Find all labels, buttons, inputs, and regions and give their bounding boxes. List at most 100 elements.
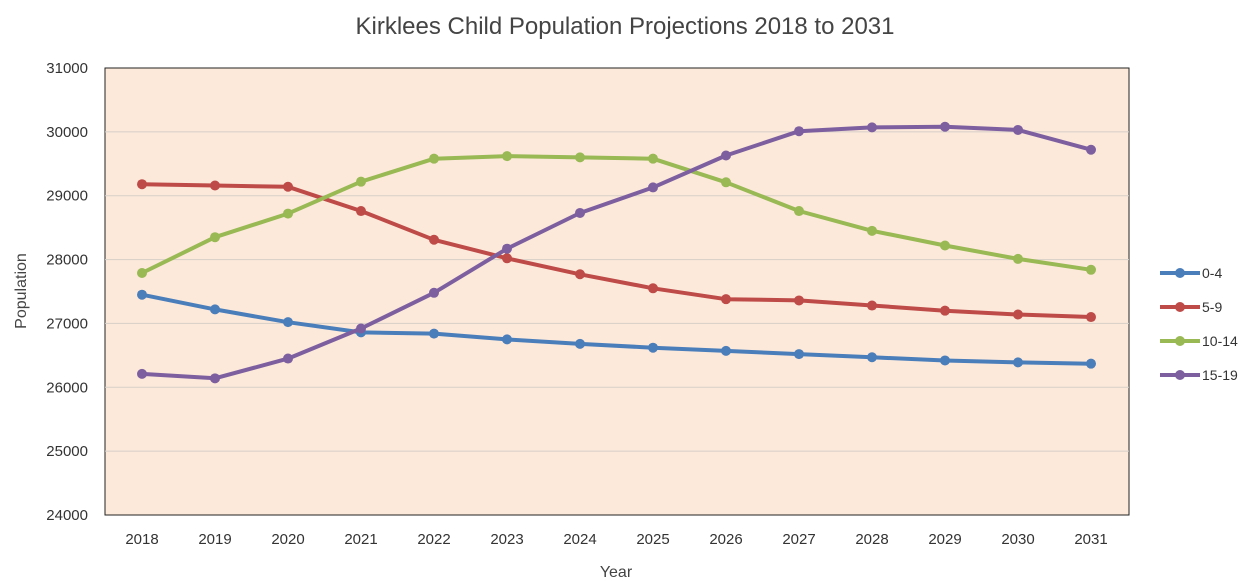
x-tick-label: 2026: [709, 531, 742, 548]
data-point: [867, 225, 877, 236]
data-point: [137, 368, 147, 379]
data-point: [356, 323, 366, 334]
y-tick-label: 30000: [46, 124, 88, 141]
legend-swatch-marker: [1175, 336, 1185, 346]
x-tick-label: 2022: [417, 531, 450, 548]
gridlines: [105, 131, 1129, 452]
data-point: [356, 206, 366, 217]
series-15-19: [137, 121, 1096, 384]
data-point: [575, 152, 585, 163]
data-point: [429, 153, 439, 164]
plot-area: [104, 67, 1130, 516]
x-tick-label: 2021: [344, 531, 377, 548]
data-point: [210, 180, 220, 191]
data-point: [502, 151, 512, 162]
x-tick-label: 2018: [125, 531, 158, 548]
x-tick-label: 2020: [271, 531, 304, 548]
data-point: [867, 122, 877, 133]
data-point: [283, 208, 293, 219]
data-point: [721, 294, 731, 305]
legend-label: 0-4: [1202, 265, 1222, 281]
legend-label: 15-19: [1202, 367, 1238, 383]
legend-swatch-marker: [1175, 370, 1185, 380]
y-tick-label: 28000: [46, 252, 88, 269]
y-axis-ticks: 24000 25000 26000 27000 28000 29000 30000 31000: [46, 60, 88, 524]
data-point: [210, 232, 220, 243]
data-point: [794, 126, 804, 137]
data-point: [575, 269, 585, 280]
series-line: [140, 124, 1093, 381]
data-point: [1086, 144, 1096, 155]
series-5-9: [137, 179, 1096, 323]
x-tick-label: 2031: [1074, 531, 1107, 548]
data-point: [356, 176, 366, 187]
y-tick-label: 27000: [46, 315, 88, 332]
data-point: [794, 349, 804, 360]
data-point: [1013, 253, 1023, 264]
data-point: [575, 338, 585, 349]
data-point: [940, 355, 950, 366]
series-line: [140, 182, 1093, 319]
data-point: [502, 243, 512, 254]
x-tick-label: 2023: [490, 531, 523, 548]
x-tick-label: 2027: [782, 531, 815, 548]
legend-label: 10-14: [1202, 333, 1238, 349]
legend-label: 5-9: [1202, 299, 1222, 315]
y-tick-label: 25000: [46, 443, 88, 460]
x-tick-label: 2028: [855, 531, 888, 548]
data-point: [721, 177, 731, 188]
data-point: [648, 342, 658, 353]
data-point: [648, 283, 658, 294]
series-10-14: [137, 151, 1096, 278]
data-point: [283, 353, 293, 364]
legend-item: 5-9: [1160, 299, 1222, 315]
data-point: [210, 304, 220, 315]
data-point: [721, 345, 731, 356]
data-point: [210, 373, 220, 384]
data-point: [502, 253, 512, 264]
data-point: [429, 287, 439, 298]
data-point: [1013, 309, 1023, 320]
y-tick-label: 26000: [46, 379, 88, 396]
x-axis-ticks: 2018 2019 2020 2021 2022 2023 2024 2025 2026 2027…: [125, 531, 1107, 548]
legend-item: 15-19: [1160, 367, 1238, 383]
data-point: [648, 153, 658, 164]
data-point: [429, 234, 439, 245]
x-tick-label: 2025: [636, 531, 669, 548]
x-tick-label: 2029: [928, 531, 961, 548]
data-point: [940, 305, 950, 316]
y-tick-label: 24000: [46, 507, 88, 524]
x-tick-label: 2024: [563, 531, 596, 548]
series-line: [140, 292, 1093, 366]
data-point: [1086, 358, 1096, 369]
data-point: [137, 289, 147, 300]
data-point: [283, 181, 293, 192]
x-axis-title: Year: [600, 564, 633, 581]
data-point: [1086, 312, 1096, 323]
data-point: [137, 267, 147, 278]
y-tick-label: 31000: [46, 60, 88, 77]
data-point: [575, 207, 585, 218]
data-point: [137, 179, 147, 190]
series-lines: [137, 121, 1096, 384]
data-point: [502, 334, 512, 345]
data-point: [867, 300, 877, 311]
data-point: [867, 352, 877, 363]
data-point: [940, 240, 950, 251]
data-point: [1013, 124, 1023, 135]
x-tick-label: 2019: [198, 531, 231, 548]
legend-swatch-marker: [1175, 268, 1185, 278]
legend-swatch-marker: [1175, 302, 1185, 312]
data-point: [648, 182, 658, 193]
series-line: [140, 154, 1093, 275]
data-point: [794, 206, 804, 217]
chart-title: Kirklees Child Population Projections 20…: [355, 13, 894, 40]
data-point: [283, 317, 293, 328]
data-point: [721, 150, 731, 161]
y-axis-title: Population: [13, 253, 30, 329]
x-tick-label: 2030: [1001, 531, 1034, 548]
data-point: [429, 328, 439, 339]
data-point: [1013, 357, 1023, 368]
legend-item: 0-4: [1160, 265, 1222, 281]
